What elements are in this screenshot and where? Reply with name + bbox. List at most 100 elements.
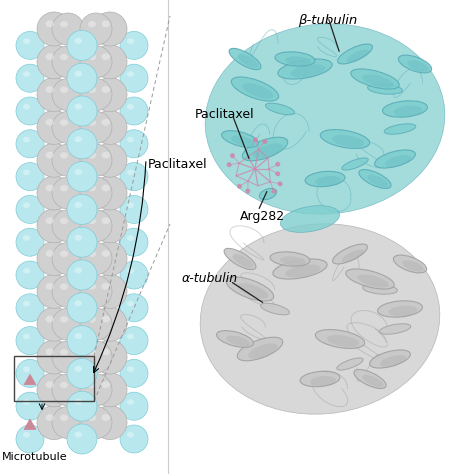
Ellipse shape	[88, 283, 96, 290]
Ellipse shape	[52, 275, 84, 308]
Ellipse shape	[80, 374, 112, 406]
Ellipse shape	[60, 283, 68, 290]
Ellipse shape	[23, 137, 30, 142]
Text: Paclitaxel: Paclitaxel	[148, 157, 208, 171]
Ellipse shape	[16, 64, 44, 92]
Circle shape	[254, 138, 257, 142]
Ellipse shape	[88, 382, 96, 388]
Ellipse shape	[291, 64, 326, 78]
Ellipse shape	[52, 341, 84, 373]
Ellipse shape	[88, 21, 96, 27]
Ellipse shape	[300, 371, 340, 387]
Circle shape	[272, 190, 276, 193]
Ellipse shape	[16, 392, 44, 420]
Ellipse shape	[46, 53, 54, 60]
Ellipse shape	[93, 307, 127, 341]
Ellipse shape	[379, 324, 411, 334]
Ellipse shape	[16, 327, 44, 355]
Ellipse shape	[402, 260, 424, 272]
Ellipse shape	[333, 244, 367, 264]
Ellipse shape	[383, 101, 428, 117]
Ellipse shape	[23, 366, 30, 372]
Ellipse shape	[60, 316, 68, 323]
Ellipse shape	[80, 46, 112, 78]
Ellipse shape	[52, 243, 84, 274]
Ellipse shape	[37, 373, 71, 407]
Ellipse shape	[16, 31, 44, 59]
Ellipse shape	[67, 326, 97, 356]
Ellipse shape	[93, 78, 127, 111]
Ellipse shape	[60, 21, 68, 27]
Ellipse shape	[46, 217, 54, 224]
Ellipse shape	[200, 224, 440, 414]
Ellipse shape	[52, 13, 84, 45]
Ellipse shape	[46, 86, 54, 93]
Circle shape	[276, 163, 280, 166]
Ellipse shape	[67, 293, 97, 323]
Ellipse shape	[80, 111, 112, 144]
Ellipse shape	[74, 301, 82, 306]
Text: β-tubulin: β-tubulin	[298, 14, 357, 27]
Ellipse shape	[93, 340, 127, 374]
Ellipse shape	[23, 334, 30, 339]
Ellipse shape	[259, 188, 277, 200]
Ellipse shape	[120, 31, 148, 59]
Ellipse shape	[23, 432, 30, 438]
Ellipse shape	[67, 162, 97, 191]
Ellipse shape	[60, 54, 68, 60]
Ellipse shape	[217, 331, 254, 347]
Ellipse shape	[60, 218, 68, 224]
Ellipse shape	[23, 235, 30, 241]
Ellipse shape	[93, 45, 127, 79]
Ellipse shape	[23, 71, 30, 77]
Ellipse shape	[93, 110, 127, 145]
Ellipse shape	[60, 251, 68, 257]
Ellipse shape	[248, 343, 278, 359]
Ellipse shape	[127, 71, 134, 77]
Ellipse shape	[80, 79, 112, 110]
Ellipse shape	[88, 251, 96, 257]
Ellipse shape	[37, 340, 71, 374]
Ellipse shape	[127, 334, 134, 339]
Ellipse shape	[285, 264, 320, 278]
Ellipse shape	[80, 243, 112, 274]
Circle shape	[263, 140, 266, 143]
Ellipse shape	[46, 152, 54, 158]
Ellipse shape	[127, 104, 134, 109]
Ellipse shape	[46, 250, 54, 257]
Ellipse shape	[127, 202, 134, 208]
Ellipse shape	[74, 103, 82, 109]
Ellipse shape	[80, 13, 112, 45]
Ellipse shape	[127, 301, 134, 306]
Ellipse shape	[16, 130, 44, 158]
Ellipse shape	[37, 406, 71, 439]
Circle shape	[231, 154, 234, 157]
Ellipse shape	[16, 359, 44, 387]
Ellipse shape	[253, 143, 283, 159]
Text: Arg282: Arg282	[240, 210, 285, 222]
Ellipse shape	[120, 228, 148, 256]
Ellipse shape	[60, 349, 68, 356]
Ellipse shape	[205, 24, 445, 214]
Ellipse shape	[16, 261, 44, 289]
Ellipse shape	[243, 83, 273, 99]
Ellipse shape	[52, 111, 84, 144]
Ellipse shape	[315, 329, 365, 348]
Ellipse shape	[346, 49, 369, 63]
Ellipse shape	[351, 69, 399, 89]
Ellipse shape	[367, 175, 389, 187]
Ellipse shape	[261, 303, 290, 315]
Ellipse shape	[285, 56, 311, 66]
Ellipse shape	[74, 267, 82, 273]
Circle shape	[278, 182, 282, 186]
Ellipse shape	[37, 274, 71, 309]
Ellipse shape	[120, 327, 148, 355]
Ellipse shape	[242, 137, 288, 161]
Ellipse shape	[127, 399, 134, 405]
Ellipse shape	[46, 20, 54, 27]
Ellipse shape	[74, 202, 82, 208]
Ellipse shape	[101, 217, 110, 224]
Ellipse shape	[305, 171, 345, 187]
Ellipse shape	[74, 137, 82, 142]
Circle shape	[276, 172, 280, 175]
